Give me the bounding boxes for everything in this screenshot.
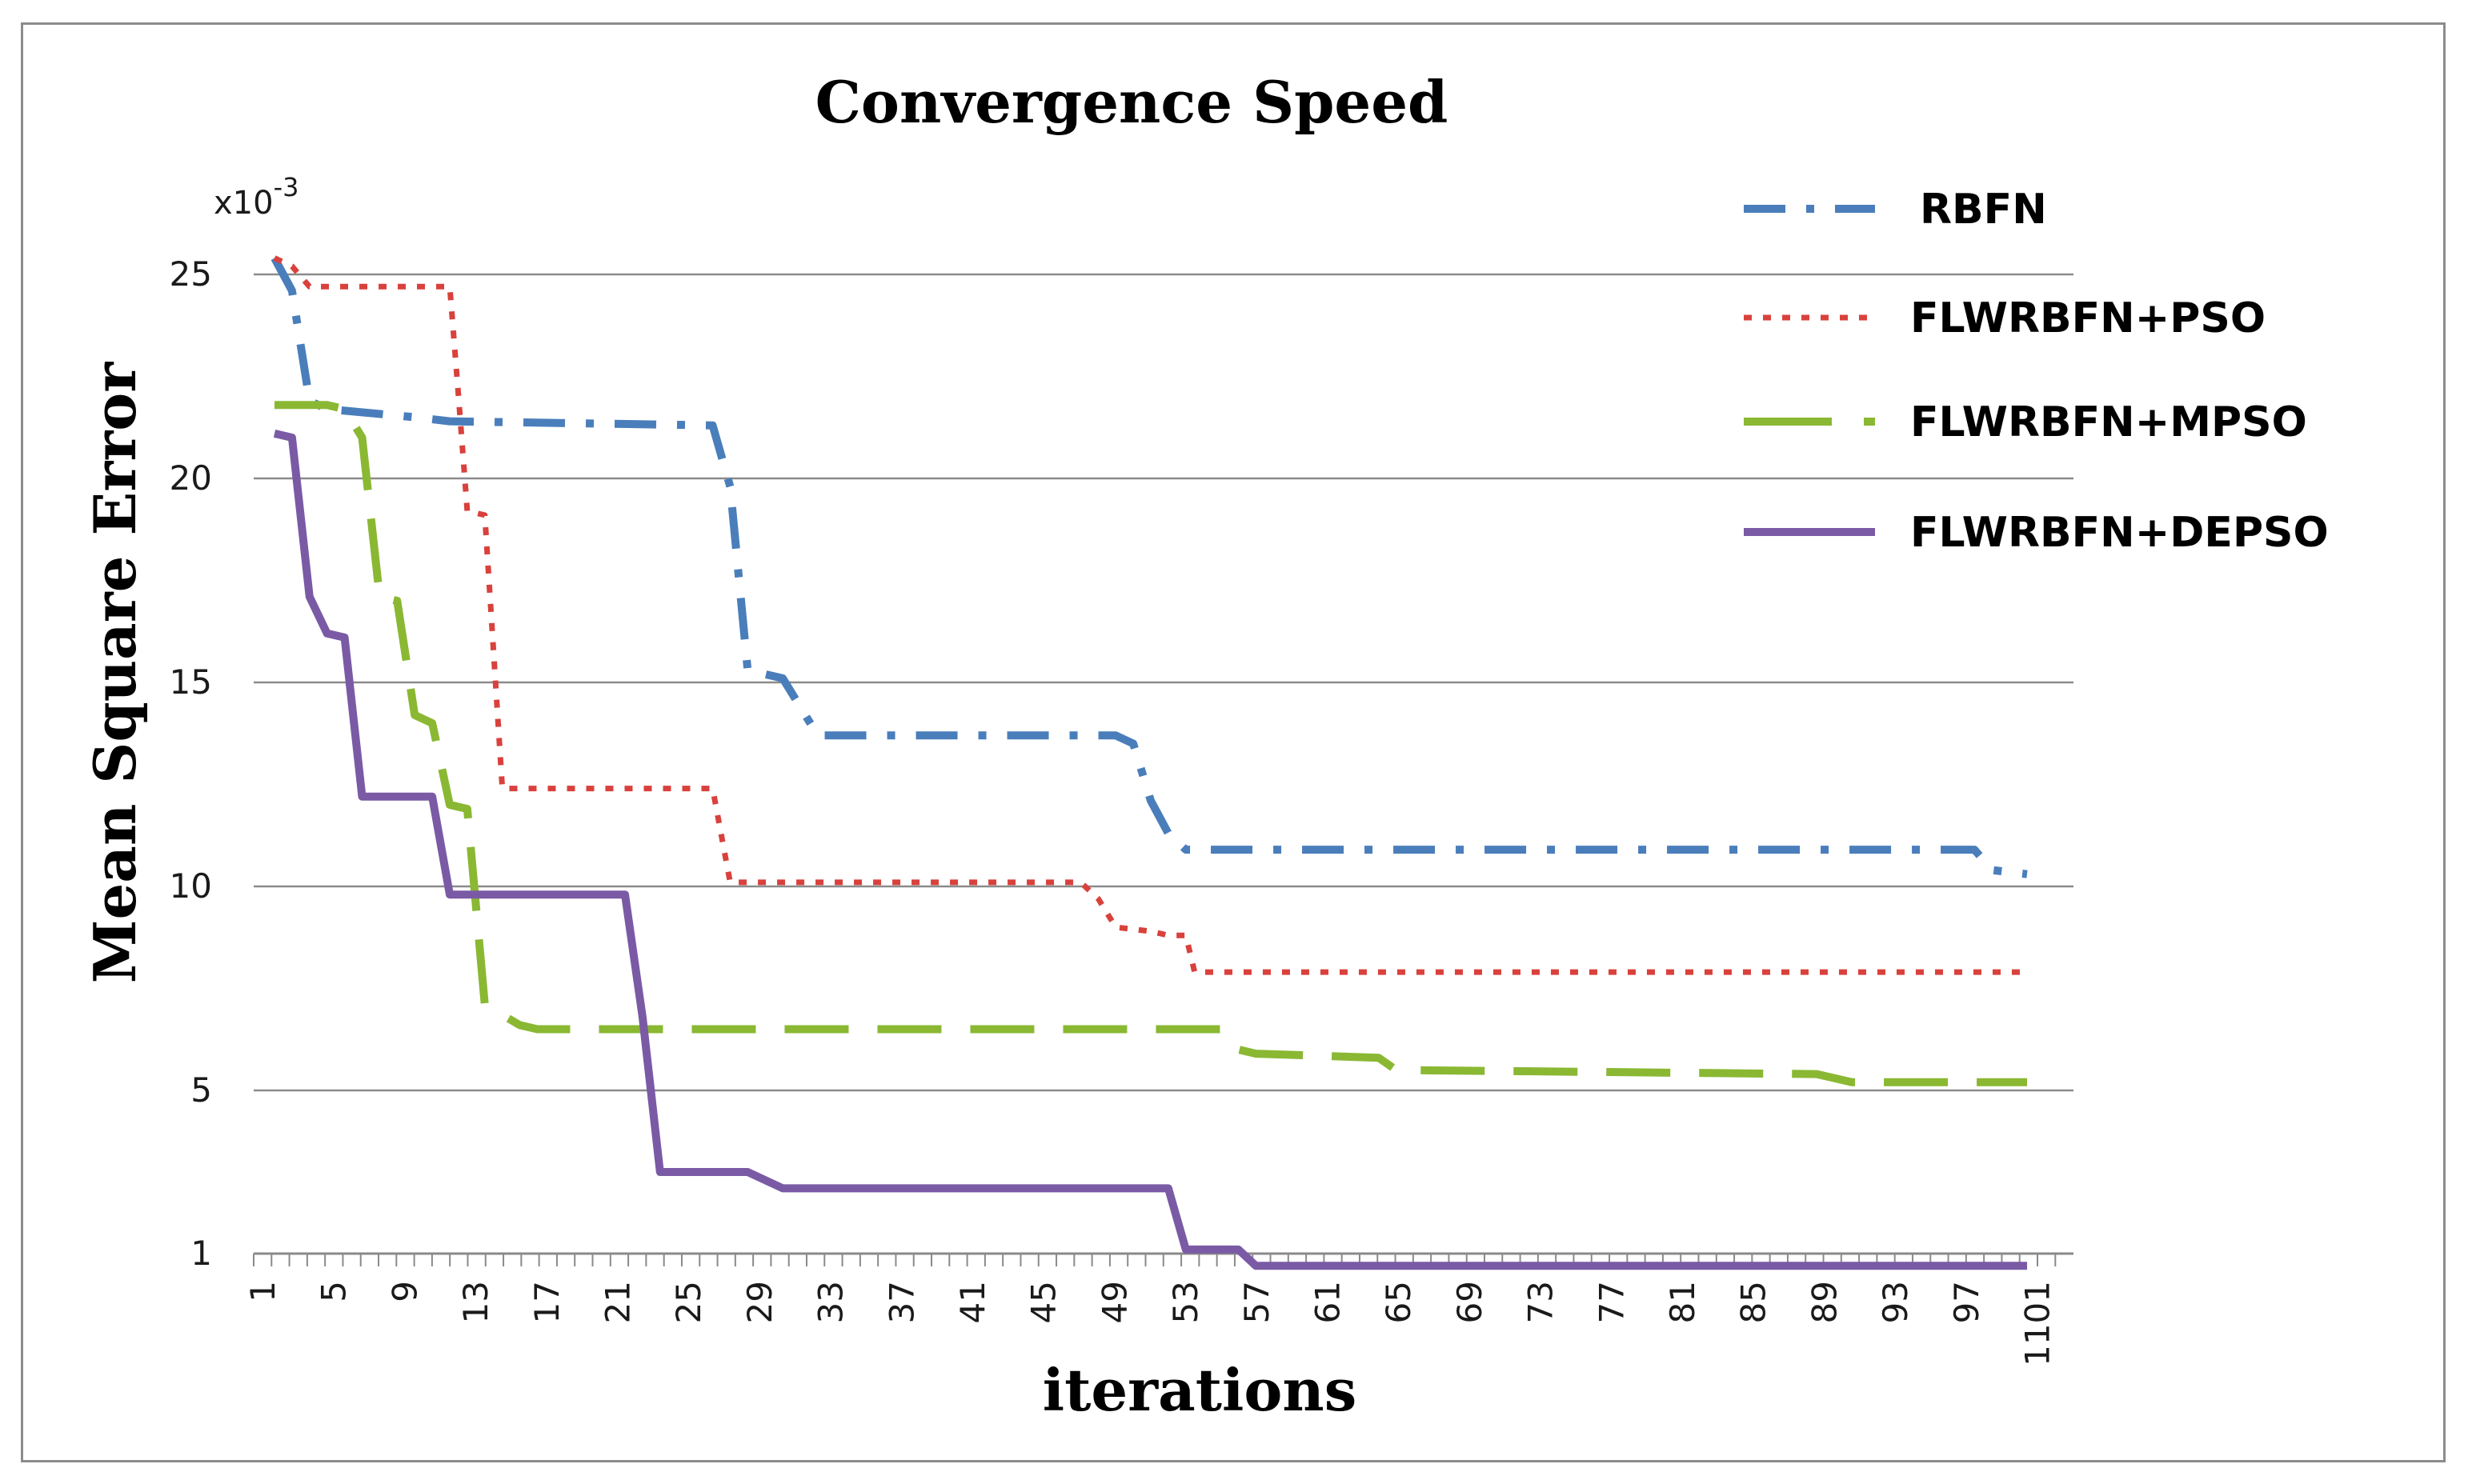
y-tick-label: 25 — [170, 254, 212, 294]
x-tick-label: 1101 — [2018, 1281, 2057, 1366]
series-line-2 — [273, 255, 2027, 975]
x-tick-label: 21 — [599, 1281, 638, 1323]
y-tick-label: 10 — [170, 866, 212, 906]
x-tick-label: 41 — [953, 1281, 992, 1323]
x-tick-label: 53 — [1166, 1281, 1205, 1323]
series-line-3 — [274, 401, 2027, 1086]
x-tick-label: 89 — [1805, 1281, 1844, 1323]
x-tick-label: 49 — [1095, 1281, 1134, 1323]
legend: RBFN FLWRBFN+PSO FLWRBFN+MPSO FLWRBFN+DEPSO — [1744, 186, 2329, 557]
x-tick-label: 57 — [1237, 1281, 1276, 1323]
x-tick-label: 73 — [1521, 1281, 1561, 1323]
x-tick-label: 37 — [882, 1281, 921, 1323]
x-axis — [253, 1252, 2073, 1266]
x-tick-label: 9 — [385, 1281, 424, 1302]
legend-label-1: RBFN — [1920, 186, 2047, 234]
y-tick-label: 1 — [190, 1234, 212, 1273]
y-scale-label: x10-3 — [214, 172, 298, 222]
series-line-1 — [270, 256, 2028, 878]
legend-label-4: FLWRBFN+DEPSO — [1910, 509, 2329, 557]
y-tick-label: 15 — [170, 662, 212, 702]
x-tick-label: 17 — [527, 1281, 567, 1323]
x-tick-label: 65 — [1379, 1281, 1418, 1323]
x-axis-ticks: 1 5 9 13 17 21 25 29 33 37 41 45 49 53 57 61 65 69 73 77 81 8… — [243, 1281, 2057, 1366]
x-tick-label: 97 — [1947, 1281, 1986, 1323]
x-tick-label: 13 — [456, 1281, 495, 1323]
x-tick-label: 29 — [740, 1281, 779, 1323]
y-tick-label: 20 — [170, 458, 212, 498]
y-axis-title: Mean Square Error — [81, 362, 149, 983]
y-scale-exponent: -3 — [274, 172, 299, 202]
x-tick-label: 5 — [315, 1281, 354, 1302]
legend-label-2: FLWRBFN+PSO — [1910, 294, 2266, 342]
x-tick-label: 69 — [1450, 1281, 1489, 1323]
x-tick-label: 25 — [669, 1281, 708, 1323]
x-axis-title: iterations — [1043, 1356, 1357, 1424]
series-line-4 — [273, 430, 2027, 1270]
x-tick-label: 93 — [1876, 1281, 1915, 1323]
x-tick-label: 77 — [1592, 1281, 1631, 1323]
legend-label-3: FLWRBFN+MPSO — [1910, 398, 2307, 446]
x-tick-label: 45 — [1024, 1281, 1064, 1323]
gridlines — [254, 273, 2073, 1092]
x-tick-label: 33 — [811, 1281, 851, 1323]
x-tick-label: 61 — [1308, 1281, 1348, 1323]
chart-title: Convergence Speed — [815, 68, 1448, 136]
y-scale-base: x10 — [214, 185, 274, 222]
x-tick-label: 85 — [1734, 1281, 1773, 1323]
x-tick-label: 1 — [243, 1281, 282, 1302]
x-tick-label: 81 — [1663, 1281, 1702, 1323]
chart-frame: Convergence Speed x10-3 1 5 10 15 20 25 1 5 9 13… — [21, 22, 2446, 1462]
y-tick-label: 5 — [190, 1070, 212, 1110]
series-lines — [270, 255, 2028, 1270]
